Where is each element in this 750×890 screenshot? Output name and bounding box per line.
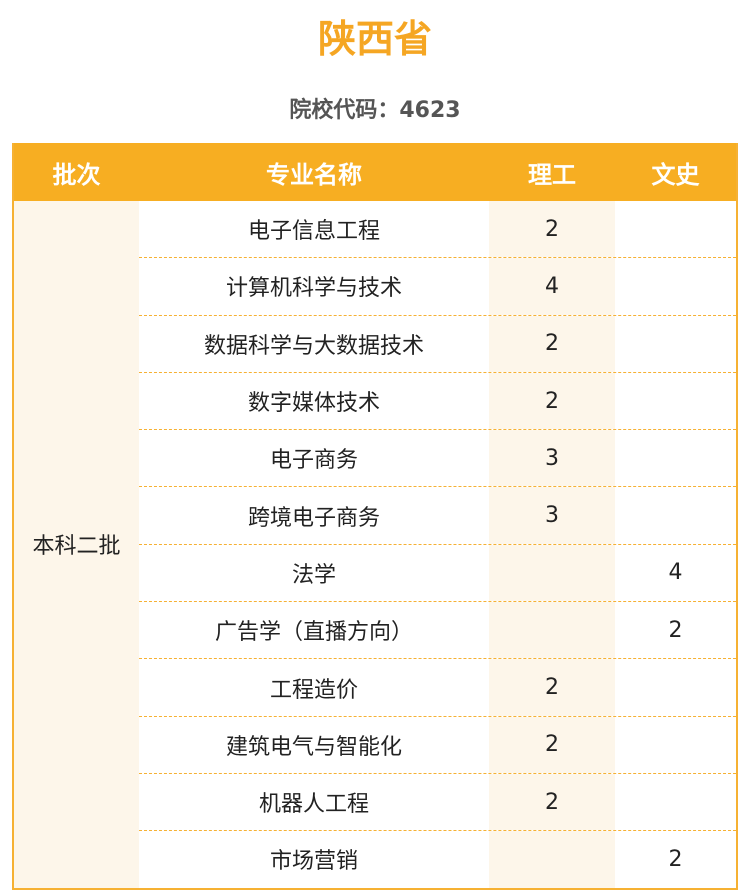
header-arts: 文史: [651, 160, 700, 189]
table-row: 机器人工程 2: [139, 773, 736, 832]
science-count: 2: [489, 201, 615, 258]
arts-count: [615, 316, 736, 372]
enrollment-table: 批次 专业名称 理工 文史 本科二批 电子信息工程 2 计算机科学与技术 4 数据科学与…: [12, 143, 738, 890]
table-row: 广告学（直播方向） 2: [139, 602, 736, 660]
header-batch: 批次: [52, 160, 101, 189]
arts-count: 2: [668, 617, 683, 643]
school-code: 院校代码：4623: [289, 98, 461, 123]
table-row: 市场营销 2: [139, 831, 736, 888]
arts-count: 2: [668, 846, 683, 872]
arts-count: 4: [668, 560, 683, 586]
major-cell: 计算机科学与技术: [225, 276, 402, 302]
major-cell: 跨境电子商务: [247, 505, 380, 531]
table-row: 电子信息工程 2: [139, 201, 736, 259]
arts-count: [615, 258, 736, 314]
science-count: 2: [489, 372, 615, 430]
major-cell: 市场营销: [269, 849, 358, 875]
table-row: 跨境电子商务 3: [139, 487, 736, 545]
arts-count: [615, 430, 736, 486]
major-cell: 广告学（直播方向）: [214, 620, 413, 646]
major-cell: 法学: [291, 562, 336, 588]
table-row: 数字媒体技术 2: [139, 372, 736, 431]
science-count: 3: [489, 487, 615, 544]
page-title: 陕西省: [317, 17, 432, 61]
arts-count: [615, 659, 736, 715]
science-count: 3: [489, 430, 615, 487]
table-row: 电子商务 3: [139, 430, 736, 488]
science-count: 2: [489, 659, 615, 716]
arts-count: [615, 487, 736, 543]
major-cell: 电子商务: [269, 448, 358, 474]
science-count: 2: [489, 315, 615, 372]
table-row: 法学 4: [139, 544, 736, 603]
major-cell: 建筑电气与智能化: [225, 734, 402, 760]
science-count: [489, 602, 615, 659]
arts-count: [615, 774, 736, 830]
science-count: 4: [489, 258, 615, 315]
science-count: 2: [489, 773, 615, 831]
table-header: 批次 专业名称 理工 文史: [14, 143, 736, 201]
header-major: 专业名称: [266, 160, 362, 189]
arts-count: [615, 717, 736, 773]
major-cell: 工程造价: [269, 677, 358, 703]
major-cell: 数字媒体技术: [247, 391, 380, 417]
arts-count: [615, 201, 736, 257]
table-row: 计算机科学与技术 4: [139, 258, 736, 316]
science-count: [489, 544, 615, 602]
arts-count: [615, 373, 736, 429]
table-row: 建筑电气与智能化 2: [139, 716, 736, 774]
table-row: 工程造价 2: [139, 659, 736, 717]
table-row: 数据科学与大数据技术 2: [139, 315, 736, 373]
science-count: [489, 831, 615, 888]
major-cell: 电子信息工程: [247, 219, 380, 245]
major-cell: 数据科学与大数据技术: [203, 333, 424, 359]
science-count: 2: [489, 716, 615, 773]
header-science: 理工: [528, 160, 576, 189]
major-cell: 机器人工程: [258, 792, 369, 818]
batch-cell: 本科二批: [14, 201, 139, 888]
